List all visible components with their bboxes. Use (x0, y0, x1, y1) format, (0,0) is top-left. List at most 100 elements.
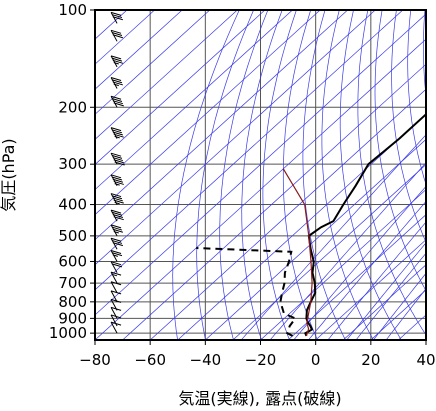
dry-adiabat-line (339, 10, 402, 340)
y-tick-label: 900 (58, 309, 87, 327)
x-tick-label: 20 (361, 351, 380, 369)
isotherm-line (95, 10, 348, 241)
wind-barb-flag (112, 157, 124, 162)
wind-barb-staff (110, 271, 118, 284)
dry-adiabat-line (407, 10, 426, 186)
wind-barb-staff (110, 261, 118, 273)
wind-barb-flag (110, 261, 122, 266)
wind-barb (110, 11, 124, 24)
wind-barb-staff (110, 55, 118, 68)
wind-barb (110, 271, 122, 284)
isotherm-line (95, 10, 321, 216)
wind-barb-flag (111, 176, 123, 181)
wind-barb-flag (110, 55, 122, 60)
y-tick-label: 100 (58, 1, 87, 19)
isotherm-line (149, 88, 426, 340)
wind-barb-flag (112, 34, 124, 39)
wind-barb-flag (111, 252, 123, 257)
wind-barb-flag (112, 178, 124, 183)
x-tick-label: −20 (245, 351, 277, 369)
wind-barb-half-flag (112, 254, 119, 257)
isotherm-line (287, 214, 426, 340)
wind-barb-staff (110, 12, 118, 24)
wind-barb-flag (111, 14, 123, 19)
wind-barb-flag (112, 100, 124, 105)
x-tick-label: 40 (416, 351, 435, 369)
wind-barb-staff (110, 30, 118, 42)
wind-barb-flag (111, 195, 123, 200)
wind-barb-flag (110, 127, 122, 132)
y-tick-label: 700 (58, 274, 87, 292)
mixing-ratio-line (346, 242, 426, 340)
wind-barb-flag (113, 133, 124, 138)
isotherm-line (95, 38, 426, 340)
mixing-ratio-line (293, 185, 426, 340)
wind-barb (110, 174, 124, 187)
wind-barb-half-flag (113, 62, 119, 65)
wind-barb-flag (110, 152, 122, 157)
x-tick-label: −60 (134, 351, 166, 369)
wind-barb-staff (110, 250, 118, 262)
wind-barb-flag (112, 16, 124, 21)
isotherm-line (205, 138, 426, 340)
wind-barb-staff (110, 307, 118, 319)
wind-barb-flag (112, 228, 124, 233)
parcel-path-line (282, 168, 313, 337)
wind-barbs-layer (110, 11, 125, 334)
wind-barb (110, 281, 122, 294)
wind-barb-flag (112, 197, 124, 202)
wind-barb-flag (113, 159, 124, 164)
wind-barb-flag (113, 180, 124, 185)
isotherm-line (315, 239, 426, 340)
wind-barb-half-flag (111, 273, 118, 277)
wind-barb-flag (111, 154, 123, 159)
isotherm-line (232, 163, 426, 340)
x-tick-label: −40 (190, 351, 222, 369)
wind-barb-flag (113, 102, 124, 107)
wind-barb-flag (114, 161, 125, 166)
wind-barb-staff (110, 281, 118, 294)
wind-barb-flag (113, 199, 124, 204)
isotherm-line (95, 13, 426, 316)
wind-barb (110, 95, 124, 108)
wind-barb-flag (112, 81, 124, 86)
mixing-ratio-line (373, 272, 426, 340)
y-tick-label: 300 (58, 155, 87, 173)
wind-barb-flag (110, 77, 122, 82)
isotherm-line (343, 264, 426, 340)
wind-barb-flag (111, 129, 123, 134)
wind-barb-flag (112, 214, 124, 218)
wind-barb-flag (110, 290, 122, 295)
y-tick-label: 200 (58, 98, 87, 116)
wind-barb (110, 193, 124, 205)
y-axis-title: 気圧(hPa) (0, 138, 18, 211)
wind-barb-half-flag (114, 201, 120, 205)
wind-barb-staff (110, 224, 118, 237)
series-layer (196, 112, 426, 337)
wind-barb-flag (110, 11, 122, 16)
isotherm-line (95, 10, 376, 266)
x-tick-label: −80 (79, 351, 111, 369)
wind-barb-staff (110, 299, 118, 311)
wind-barb (110, 290, 122, 303)
isotherm-line (95, 10, 238, 140)
wind-barb-flag (110, 209, 122, 214)
x-axis-title: 気温(実線), 露点(破線) (178, 389, 341, 408)
wind-barb-half-flag (114, 135, 120, 139)
wind-barb-flag (112, 131, 124, 136)
background-lines-layer (95, 10, 426, 340)
wind-barb (110, 127, 124, 139)
wind-barb-flag (110, 174, 122, 179)
dry-adiabat-line (302, 10, 346, 340)
wind-barb-flag (111, 97, 123, 102)
wind-barb-flag (111, 239, 123, 244)
isotherm-line (260, 189, 426, 340)
mixing-ratio-line (385, 288, 426, 340)
wind-barb-flag (111, 79, 123, 84)
wind-barb (110, 29, 124, 42)
wind-barb-staff (110, 77, 118, 89)
wind-barb-staff (110, 96, 118, 108)
y-tick-label: 1000 (49, 324, 87, 342)
